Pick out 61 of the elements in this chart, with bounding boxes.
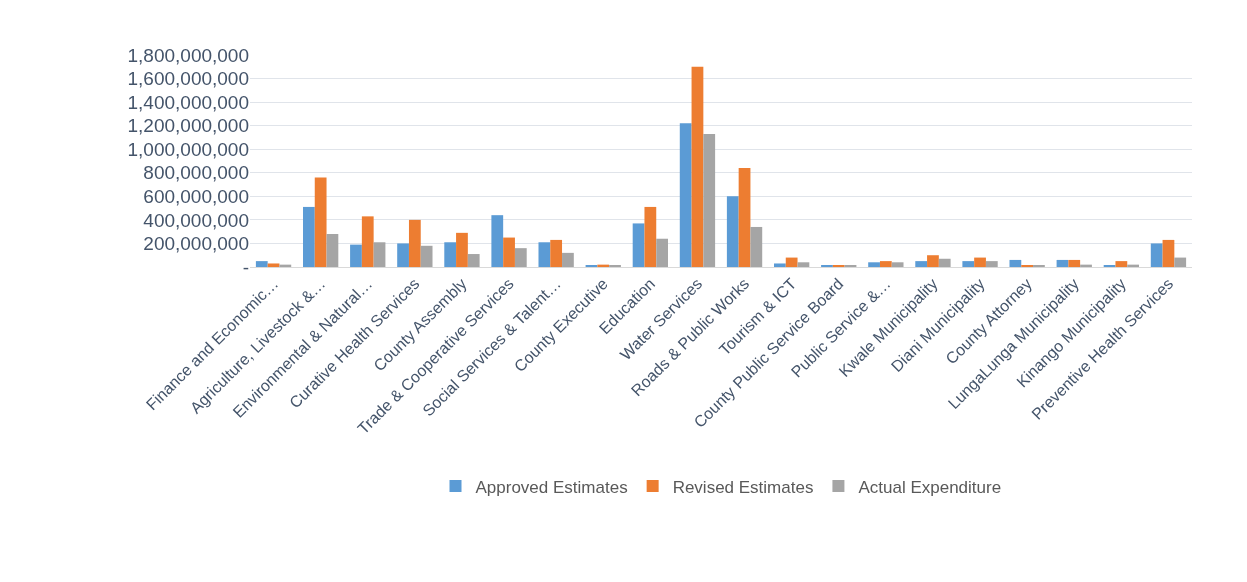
bar: [1056, 259, 1069, 267]
bar: [644, 206, 657, 267]
y-tick-label: 200,000,000: [143, 233, 249, 255]
y-tick-label: 1,400,000,000: [127, 91, 249, 113]
bar: [420, 245, 433, 267]
bar: [562, 252, 574, 267]
bar: [326, 234, 339, 267]
bar: [514, 248, 527, 267]
y-tick-label: 1,600,000,000: [127, 68, 249, 90]
bar: [962, 261, 975, 267]
bar: [397, 243, 409, 267]
bar: [538, 242, 551, 267]
bar: [691, 66, 704, 267]
bar: [679, 123, 692, 267]
bar: [632, 223, 645, 267]
legend-label: Approved Estimates: [475, 477, 628, 497]
bar: [797, 262, 810, 267]
bar: [879, 261, 892, 267]
bar: [1068, 259, 1081, 267]
bar: [350, 244, 362, 267]
y-tick-label: 1,800,000,000: [127, 44, 249, 66]
bar: [1009, 259, 1022, 267]
legend-label: Revised Estimates: [672, 477, 814, 497]
bar: [985, 261, 998, 267]
y-tick-label: 800,000,000: [143, 162, 249, 184]
bar: [314, 177, 327, 267]
legend-label: Actual Expenditure: [858, 477, 1002, 497]
bar: [1174, 257, 1187, 267]
bar: [974, 257, 986, 267]
bar: [927, 255, 939, 267]
y-tick-label: -: [242, 256, 249, 278]
bar: [703, 133, 716, 267]
bar: [1150, 243, 1163, 267]
bar: [656, 238, 669, 267]
bar: [302, 206, 315, 267]
bar: [444, 242, 457, 267]
y-tick-label: 400,000,000: [143, 209, 249, 231]
bar: [868, 262, 880, 267]
bar: [773, 263, 786, 267]
bar: [726, 196, 739, 267]
bar: [267, 263, 280, 267]
bar: [1115, 261, 1128, 267]
y-tick-label: 1,000,000,000: [127, 138, 249, 160]
bar: [467, 254, 480, 267]
bar: [255, 261, 268, 267]
bar: [1162, 239, 1175, 267]
bar: [550, 239, 563, 267]
bar: [891, 262, 904, 267]
bar: [373, 242, 386, 267]
y-tick-label: 600,000,000: [143, 185, 249, 207]
bar: [938, 258, 951, 267]
bar: [456, 232, 468, 267]
bar: [750, 226, 763, 267]
bar: [503, 237, 515, 267]
bar: [915, 261, 928, 267]
bar: [491, 215, 504, 267]
y-tick-label: 1,200,000,000: [127, 115, 249, 137]
bar: [408, 219, 421, 267]
bar: [361, 216, 374, 267]
bar: [785, 257, 798, 267]
bar: [738, 168, 751, 267]
